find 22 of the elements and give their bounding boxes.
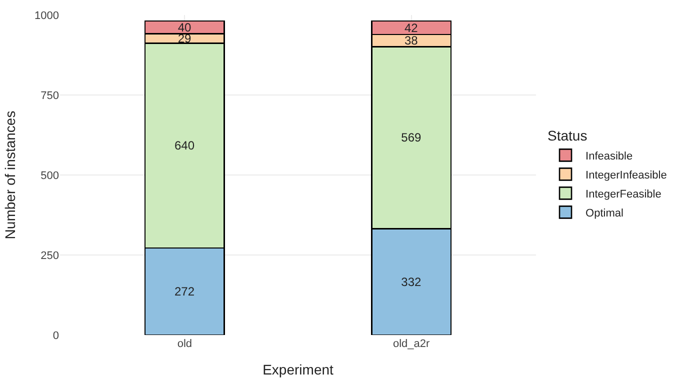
x-tick-label: old_a2r — [392, 338, 430, 350]
legend-label: IntegerInfeasible — [586, 169, 667, 182]
legend-title: Status — [548, 128, 588, 144]
x-tick-label: old — [177, 338, 192, 350]
data-label: 332 — [401, 274, 422, 289]
y-tick-label: 0 — [52, 330, 59, 342]
legend-label: Optimal — [586, 207, 624, 220]
data-label: 640 — [174, 138, 195, 153]
data-label: 38 — [404, 34, 418, 48]
data-label: 29 — [178, 32, 192, 46]
legend-label: IntegerFeasible — [586, 188, 662, 200]
data-label: 42 — [404, 20, 418, 35]
x-axis-title: Experiment — [262, 361, 334, 378]
y-tick-label: 250 — [40, 250, 59, 262]
y-tick-label: 750 — [40, 90, 59, 102]
legend-label: Infeasible — [586, 150, 633, 162]
y-tick-label: 500 — [40, 170, 59, 182]
data-label: 272 — [174, 284, 195, 298]
y-tick-label: 1000 — [34, 10, 59, 22]
y-axis-title: Number of instances — [2, 110, 18, 240]
data-label: 40 — [178, 20, 192, 34]
data-label: 569 — [401, 130, 422, 145]
